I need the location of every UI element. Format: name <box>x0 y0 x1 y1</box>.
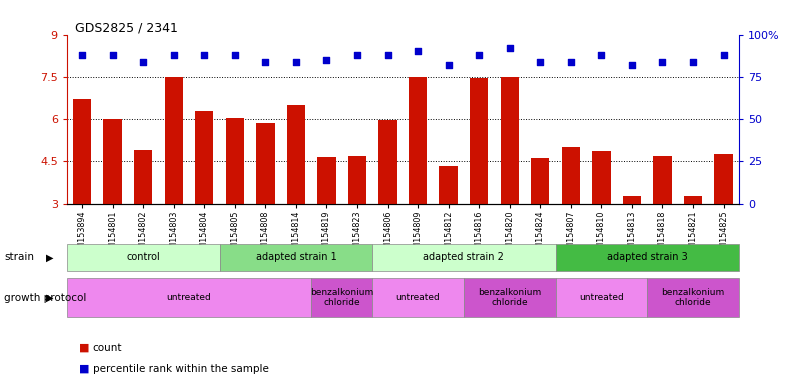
Bar <box>409 77 428 204</box>
Bar <box>348 156 366 204</box>
Bar <box>104 119 122 204</box>
Bar <box>653 156 672 204</box>
Point <box>473 52 486 58</box>
Text: adapted strain 2: adapted strain 2 <box>424 252 505 262</box>
Bar <box>373 244 556 271</box>
Point <box>381 52 394 58</box>
Bar <box>623 197 641 204</box>
Bar <box>311 278 373 317</box>
Bar <box>592 151 611 204</box>
Bar <box>562 147 580 204</box>
Bar <box>373 278 464 317</box>
Bar <box>470 78 488 204</box>
Bar <box>647 278 739 317</box>
Point <box>718 52 730 58</box>
Point <box>198 52 211 58</box>
Bar <box>378 121 397 204</box>
Text: ■: ■ <box>79 343 89 353</box>
Bar <box>287 105 305 204</box>
Point <box>106 52 119 58</box>
Bar <box>219 244 373 271</box>
Bar <box>684 197 702 204</box>
Bar <box>714 154 733 204</box>
Point <box>289 58 302 65</box>
Point <box>656 58 669 65</box>
Text: strain: strain <box>4 252 34 262</box>
Point <box>320 57 332 63</box>
Text: control: control <box>127 252 160 262</box>
Point <box>595 52 608 58</box>
Bar <box>439 166 457 204</box>
Bar <box>67 278 311 317</box>
Text: benzalkonium
chloride: benzalkonium chloride <box>661 288 725 307</box>
Bar <box>256 123 274 204</box>
Point <box>229 52 241 58</box>
Text: benzalkonium
chloride: benzalkonium chloride <box>478 288 542 307</box>
Bar <box>556 244 739 271</box>
Bar <box>67 244 219 271</box>
Bar <box>318 157 336 204</box>
Text: untreated: untreated <box>395 293 440 302</box>
Point <box>504 45 516 51</box>
Bar <box>73 99 91 204</box>
Text: GDS2825 / 2341: GDS2825 / 2341 <box>75 21 178 34</box>
Point <box>412 48 424 55</box>
Bar <box>226 118 244 204</box>
Text: ■: ■ <box>79 364 89 374</box>
Bar <box>464 278 556 317</box>
Text: ▶: ▶ <box>46 252 53 262</box>
Text: count: count <box>93 343 123 353</box>
Text: untreated: untreated <box>167 293 211 302</box>
Bar <box>195 111 214 204</box>
Text: percentile rank within the sample: percentile rank within the sample <box>93 364 269 374</box>
Text: benzalkonium
chloride: benzalkonium chloride <box>310 288 373 307</box>
Bar <box>134 150 152 204</box>
Point <box>75 52 88 58</box>
Point <box>443 62 455 68</box>
Bar <box>501 77 519 204</box>
Point <box>259 58 272 65</box>
Point <box>564 58 577 65</box>
Point <box>351 52 363 58</box>
Point <box>687 58 700 65</box>
Bar <box>556 278 647 317</box>
Point <box>137 58 149 65</box>
Text: adapted strain 1: adapted strain 1 <box>255 252 336 262</box>
Text: ▶: ▶ <box>46 293 53 303</box>
Text: untreated: untreated <box>579 293 624 302</box>
Text: adapted strain 3: adapted strain 3 <box>607 252 688 262</box>
Bar <box>531 159 549 204</box>
Text: growth protocol: growth protocol <box>4 293 86 303</box>
Point <box>626 62 638 68</box>
Point <box>534 58 546 65</box>
Point <box>167 52 180 58</box>
Bar <box>164 77 183 204</box>
